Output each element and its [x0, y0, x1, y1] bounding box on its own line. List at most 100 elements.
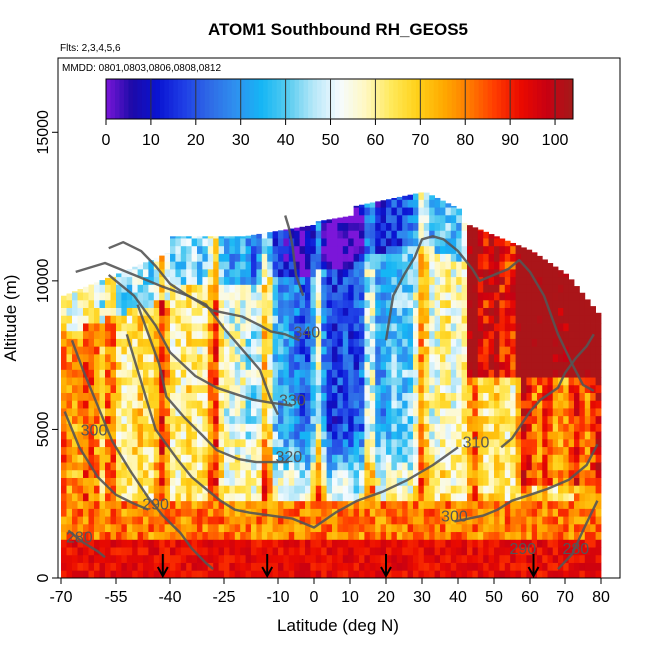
heatmap-cell — [483, 469, 489, 478]
heatmap-cell — [88, 438, 95, 448]
heatmap-cell — [305, 261, 311, 270]
heatmap-cell — [137, 531, 144, 540]
heatmap-cell — [72, 415, 78, 424]
heatmap-cell — [77, 477, 84, 486]
heatmap-cell — [299, 226, 306, 231]
heatmap-cell — [488, 361, 495, 370]
heatmap-cell — [499, 408, 506, 417]
heatmap-cell — [143, 469, 149, 478]
heatmap-cell — [407, 562, 414, 571]
heatmap-cell — [224, 493, 230, 502]
flight-marker-arrow — [380, 554, 392, 579]
heatmap-cell — [552, 446, 559, 455]
heatmap-cell — [353, 554, 360, 563]
heatmap-cell — [170, 554, 176, 563]
heatmap-cell — [337, 338, 344, 347]
heatmap-cell — [472, 554, 479, 563]
heatmap-cell — [456, 508, 462, 517]
heatmap-cell — [407, 353, 414, 363]
heatmap-cell — [218, 276, 225, 285]
heatmap-cell — [364, 423, 371, 432]
heatmap-cell — [353, 245, 360, 254]
heatmap-cell — [568, 315, 575, 324]
heatmap-cell — [483, 408, 489, 417]
heatmap-cell — [407, 392, 414, 401]
heatmap-cell — [148, 369, 155, 378]
heatmap-cell — [369, 377, 376, 386]
heatmap-cell — [434, 562, 441, 571]
heatmap-cell — [504, 261, 511, 270]
heatmap-cell — [348, 423, 354, 432]
heatmap-cell — [418, 222, 425, 231]
heatmap-cell — [159, 516, 165, 525]
heatmap-cell — [137, 276, 144, 285]
contour-line-280 — [67, 529, 106, 559]
heatmap-cell — [137, 562, 144, 571]
heatmap-cell — [229, 315, 236, 324]
heatmap-cell — [126, 384, 133, 393]
heatmap-cell — [213, 531, 219, 540]
heatmap-cell — [450, 230, 457, 239]
heatmap-cell — [88, 284, 95, 293]
colorbar-swatch — [182, 79, 188, 119]
heatmap-cell — [294, 431, 300, 440]
heatmap-cell — [321, 307, 327, 316]
heatmap-cell — [413, 431, 419, 440]
heatmap-cell — [499, 547, 506, 556]
heatmap-cell — [526, 438, 533, 448]
heatmap-cell — [375, 261, 381, 270]
heatmap-cell — [337, 284, 344, 293]
heatmap-cell — [153, 257, 160, 262]
heatmap-cell — [88, 423, 95, 432]
heatmap-cell — [121, 554, 128, 563]
heatmap-cell — [440, 438, 446, 448]
heatmap-cell — [488, 338, 495, 347]
heatmap-cell — [488, 539, 495, 548]
heatmap-cell — [568, 299, 575, 308]
heatmap-cell — [515, 493, 522, 502]
heatmap-cell — [499, 377, 506, 386]
heatmap-cell — [175, 454, 182, 463]
heatmap-cell — [94, 438, 100, 448]
heatmap-cell — [521, 485, 527, 494]
heatmap-cell — [261, 276, 268, 285]
heatmap-cell — [164, 493, 171, 502]
heatmap-cell — [153, 554, 160, 563]
heatmap-cell — [261, 438, 268, 448]
heatmap-cell — [413, 253, 419, 262]
heatmap-cell — [126, 554, 133, 563]
heatmap-cell — [531, 462, 538, 471]
heatmap-cell — [364, 292, 371, 301]
heatmap-cell — [234, 261, 241, 270]
heatmap-cell — [407, 415, 414, 424]
heatmap-cell — [434, 485, 441, 494]
heatmap-cell — [434, 531, 441, 540]
heatmap-cell — [504, 276, 511, 285]
heatmap-cell — [186, 369, 192, 378]
heatmap-cell — [429, 230, 435, 239]
heatmap-cell — [537, 255, 543, 262]
heatmap-cell — [423, 268, 430, 278]
heatmap-cell — [283, 261, 290, 270]
flight-marker-arrow — [261, 554, 274, 579]
heatmap-cell — [229, 338, 236, 347]
heatmap-cell — [278, 562, 284, 571]
heatmap-cell — [218, 508, 225, 517]
heatmap-cell — [126, 392, 133, 401]
heatmap-cell — [494, 384, 500, 393]
heatmap-cell — [72, 454, 78, 463]
heatmap-cell — [568, 469, 575, 478]
heatmap-cell — [450, 361, 457, 370]
heatmap-cell — [515, 485, 522, 494]
heatmap-cell — [137, 500, 144, 509]
heatmap-cell — [224, 539, 230, 548]
heatmap-cell — [326, 462, 333, 471]
heatmap-cell — [396, 330, 403, 339]
heatmap-cell — [299, 353, 306, 363]
heatmap-cell — [579, 500, 586, 509]
heatmap-cell — [77, 299, 84, 308]
heatmap-cell — [175, 392, 182, 401]
heatmap-cell — [337, 361, 344, 370]
heatmap-cell — [310, 570, 317, 579]
heatmap-cell — [213, 523, 219, 533]
